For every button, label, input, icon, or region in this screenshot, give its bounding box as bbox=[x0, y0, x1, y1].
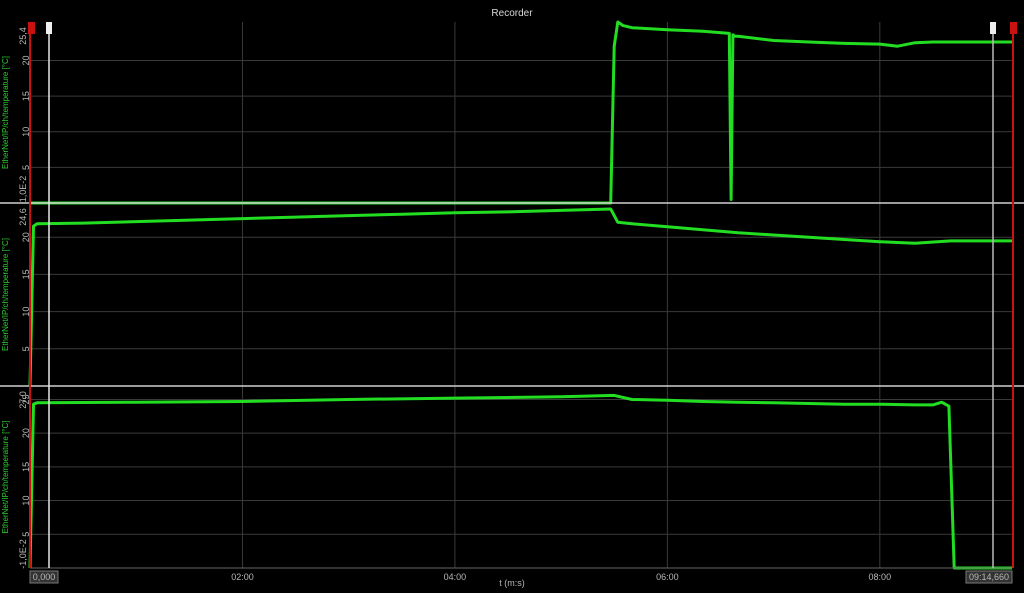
left-range-handle[interactable] bbox=[28, 22, 35, 34]
x-tick-label: 02:00 bbox=[231, 572, 254, 582]
left-cursor-handle[interactable] bbox=[46, 22, 52, 34]
y-axis-labels: 20 15 10 5 25,4 1,0E-2 EtherNet/IP/ch/temperat… bbox=[1, 27, 31, 569]
series-line-2 bbox=[28, 207, 1012, 387]
y-tick-label: 10 bbox=[21, 307, 31, 317]
x-tick-label: 04:00 bbox=[444, 572, 467, 582]
x-axis-title: t (m:s) bbox=[499, 578, 525, 588]
y-tick-label: 25 bbox=[21, 394, 31, 404]
y-tick-label: 20 bbox=[21, 55, 31, 65]
y-tick-label: 15 bbox=[21, 462, 31, 472]
y-tick-label: 5 bbox=[21, 346, 31, 351]
y-max-label: 27,0 bbox=[18, 391, 28, 409]
x-start-box bbox=[29, 570, 59, 584]
series-line-1 bbox=[30, 20, 1012, 205]
right-cursor-handle[interactable] bbox=[990, 22, 996, 34]
x-tick-label: 08:00 bbox=[869, 572, 892, 582]
x-start-label: 0,000 bbox=[33, 572, 56, 582]
y-tick-label: 5 bbox=[21, 532, 31, 537]
y-axis-title: EtherNet/IP/ch/temperature [°C] bbox=[1, 420, 10, 533]
y-tick-label: 20 bbox=[21, 232, 31, 242]
x-axis-labels: 02:00 04:00 06:00 08:00 0,000 09:14,660 t (m:s… bbox=[29, 570, 1013, 588]
y-max-label: 25,4 bbox=[18, 27, 28, 45]
x-end-box bbox=[965, 570, 1013, 584]
x-tick-label: 06:00 bbox=[656, 572, 679, 582]
y-max-label: 24,6 bbox=[18, 208, 28, 226]
y-min-label: 1,0E-2 bbox=[18, 176, 28, 203]
y-tick-label: 20 bbox=[21, 428, 31, 438]
y-tick-label: 5 bbox=[21, 165, 31, 170]
panel-dividers bbox=[0, 202, 1024, 569]
y-axis-title: EtherNet/IP/ch/temperature [°C] bbox=[1, 56, 10, 169]
y-axis-title: EtherNet/IP/ch/temperature [°C] bbox=[1, 238, 10, 351]
window-title: Recorder bbox=[491, 8, 533, 19]
y-tick-label: 10 bbox=[21, 496, 31, 506]
series-line-3 bbox=[28, 393, 1012, 570]
y-min-label: -1,0E-2 bbox=[18, 539, 28, 569]
x-end-label: 09:14,660 bbox=[969, 572, 1009, 582]
series-layer bbox=[28, 20, 1012, 570]
y-tick-label: 10 bbox=[21, 127, 31, 137]
grid bbox=[30, 22, 1012, 568]
y-tick-label: 15 bbox=[21, 269, 31, 279]
y-tick-label: 15 bbox=[21, 91, 31, 101]
cursor-markers[interactable] bbox=[28, 22, 1017, 568]
right-range-handle[interactable] bbox=[1010, 22, 1017, 34]
